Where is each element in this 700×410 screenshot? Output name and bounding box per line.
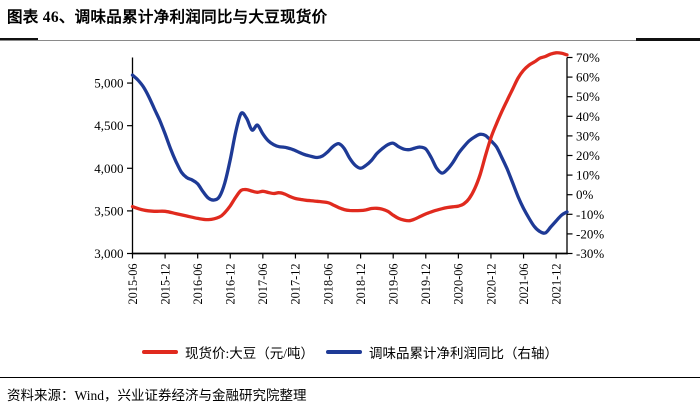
x-axis-tick-label: 2019-06	[387, 264, 401, 305]
right-axis-tick-label: 20%	[576, 148, 600, 163]
legend-label-spot-price: 现货价:大豆（元/吨）	[184, 346, 314, 361]
x-axis-tick-label: 2016-12	[224, 264, 238, 305]
x-axis-tick-label: 2018-12	[354, 264, 368, 305]
right-axis-tick-label: 60%	[576, 70, 600, 85]
x-axis-tick-label: 2020-12	[484, 264, 498, 305]
left-axis-tick-label: 5,000	[94, 76, 123, 91]
blue-line-swatch	[326, 350, 362, 354]
source-note: 资料来源：Wind，兴业证券经济与金融研究院整理	[7, 388, 307, 403]
x-axis-tick-label: 2015-06	[126, 264, 140, 305]
right-axis-tick-label: 10%	[576, 168, 600, 183]
right-axis-tick-label: 0%	[576, 187, 594, 202]
red-line-swatch	[141, 350, 178, 354]
legend-item-spot-price: 现货价:大豆（元/吨）	[141, 342, 314, 362]
figure-title: 图表 46、调味品累计净利润同比与大豆现货价	[7, 9, 328, 26]
title-rule	[0, 40, 700, 41]
x-axis-tick-label: 2019-12	[419, 264, 433, 305]
x-axis-tick-label: 2021-06	[517, 264, 531, 305]
left-axis-tick-label: 4,500	[94, 118, 123, 133]
left-axis-tick-label: 4,000	[94, 161, 123, 176]
footer-rule	[0, 377, 700, 379]
left-axis-tick-label: 3,000	[94, 246, 123, 261]
title-rule-right-segment	[636, 38, 700, 42]
x-axis-tick-label: 2020-06	[452, 264, 466, 305]
title-rule-left-segment	[0, 38, 38, 42]
right-axis-tick-label: 40%	[576, 109, 600, 124]
x-axis-tick-label: 2015-12	[158, 264, 172, 305]
right-axis-tick-label: -10%	[576, 207, 604, 222]
right-axis-tick-label: 50%	[576, 89, 600, 104]
x-axis-tick-label: 2017-06	[256, 264, 270, 305]
x-axis-tick-label: 2021-12	[549, 264, 563, 305]
profit-yoy-line	[130, 73, 569, 235]
right-axis-tick-label: 30%	[576, 128, 600, 143]
legend-item-profit-yoy: 调味品累计净利润同比（右轴）	[326, 342, 558, 362]
x-axis-tick-label: 2017-12	[289, 264, 303, 305]
right-axis-tick-label: -30%	[576, 246, 604, 261]
right-axis-tick-label: -20%	[576, 226, 604, 241]
right-axis-tick-label: 70%	[576, 50, 600, 65]
x-axis-tick-label: 2016-06	[191, 264, 205, 305]
x-axis-tick-label: 2018-06	[321, 264, 335, 305]
chart-legend: 现货价:大豆（元/吨） 调味品累计净利润同比（右轴）	[0, 342, 700, 362]
legend-label-profit-yoy: 调味品累计净利润同比（右轴）	[369, 346, 558, 361]
left-axis-tick-label: 3,500	[94, 203, 123, 218]
spot-price-line	[130, 51, 569, 223]
